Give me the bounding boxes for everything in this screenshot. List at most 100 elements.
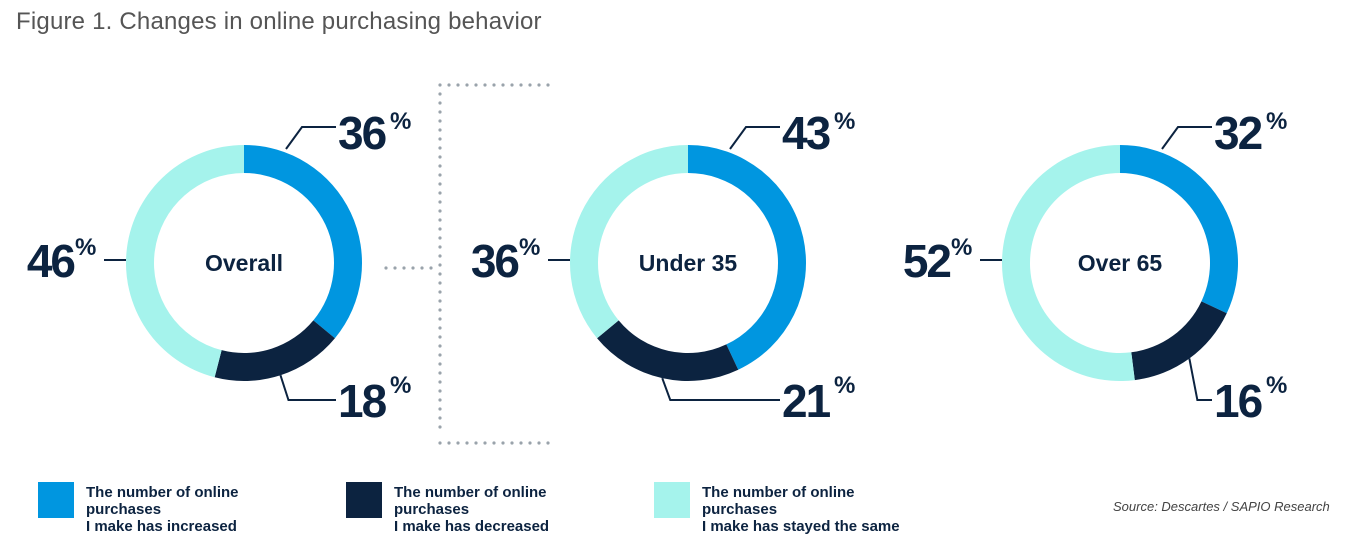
- connector-dot: [501, 441, 505, 445]
- connector-dot: [483, 441, 487, 445]
- connector-dot: [429, 266, 433, 270]
- connector-dot: [438, 353, 442, 357]
- connector-dot: [393, 266, 397, 270]
- legend-label-increased: The number of online purchases I make ha…: [86, 484, 316, 535]
- connector-dot: [384, 266, 388, 270]
- connector-dot: [483, 83, 487, 87]
- connector-dot: [438, 290, 442, 294]
- connector-dot: [447, 441, 451, 445]
- leader-line-increased: [729, 126, 780, 150]
- connector-dot: [438, 146, 442, 150]
- value-label-number: 36: [338, 107, 386, 159]
- connector-dot: [465, 83, 469, 87]
- value-label-unit: %: [390, 372, 411, 399]
- connector-dot: [438, 83, 442, 87]
- connector-dot: [474, 83, 478, 87]
- value-label-number: 21: [782, 375, 831, 427]
- figure-title: Figure 1. Changes in online purchasing b…: [16, 8, 542, 35]
- donut-slice-decreased: [597, 320, 739, 381]
- connector-dot: [528, 441, 532, 445]
- connector-dot: [438, 173, 442, 177]
- connector-dot: [438, 110, 442, 114]
- legend-label-decreased: The number of online purchases I make ha…: [394, 484, 624, 535]
- value-label-unit: %: [834, 108, 855, 135]
- connector-dot: [519, 441, 523, 445]
- legend-line: I make has decreased: [394, 518, 550, 535]
- connector-dot: [438, 281, 442, 285]
- value-label-increased: 43%: [782, 107, 855, 159]
- value-label-unit: %: [519, 234, 540, 261]
- donut-slice-increased: [1120, 145, 1238, 314]
- value-label-increased: 32%: [1214, 107, 1287, 159]
- connector-dot: [438, 398, 442, 402]
- value-label-increased: 36%: [338, 107, 411, 159]
- connector-dot: [546, 83, 550, 87]
- value-label-number: 43: [782, 107, 830, 159]
- connector-dot: [438, 128, 442, 132]
- connector-dot: [438, 407, 442, 411]
- donut-slice-same: [125, 145, 244, 378]
- value-label-decreased: 16%: [1214, 372, 1287, 427]
- donut-slice-increased: [244, 145, 362, 339]
- donut-slice-same: [570, 145, 688, 339]
- connector-dot: [402, 266, 406, 270]
- connector-dot: [438, 164, 442, 168]
- value-label-unit: %: [1266, 108, 1287, 135]
- leader-line-increased: [285, 126, 336, 150]
- connector-dot: [438, 380, 442, 384]
- connector-dot: [537, 83, 541, 87]
- leader-line-increased: [1161, 126, 1212, 150]
- legend-swatch-increased: [38, 482, 74, 518]
- connector-dot: [438, 335, 442, 339]
- connector-dot: [510, 441, 514, 445]
- legend-line: I make has stayed the same: [702, 518, 900, 535]
- value-label-number: 46: [27, 235, 75, 287]
- connector-dot: [438, 119, 442, 123]
- value-label-number: 32: [1214, 107, 1262, 159]
- leader-line-decreased: [661, 377, 780, 401]
- donut-slice-same: [1002, 144, 1135, 381]
- connector-dot: [501, 83, 505, 87]
- value-label-unit: %: [75, 234, 96, 261]
- value-label-decreased: 21%: [782, 372, 855, 427]
- legend: The number of online purchases I make ha…: [0, 482, 1353, 535]
- connector-dot: [438, 272, 442, 276]
- connector-dot: [438, 254, 442, 258]
- connector-dot: [420, 266, 424, 270]
- connector-dot: [438, 308, 442, 312]
- legend-line: The number of online purchases: [394, 484, 547, 518]
- connector-dot: [438, 155, 442, 159]
- connector-dot: [492, 83, 496, 87]
- connector-dot: [447, 83, 451, 87]
- connector-dot: [438, 299, 442, 303]
- legend-swatch-decreased: [346, 482, 382, 518]
- leader-line-decreased: [279, 374, 336, 401]
- connector-dot: [492, 441, 496, 445]
- connector-dot: [438, 218, 442, 222]
- legend-swatch-same: [654, 482, 690, 518]
- connector-dot: [456, 441, 460, 445]
- connector-dot: [465, 441, 469, 445]
- connector-dot: [528, 83, 532, 87]
- value-label-unit: %: [1266, 372, 1287, 399]
- connector-dot: [537, 441, 541, 445]
- connector-dot: [438, 227, 442, 231]
- legend-item-decreased: The number of online purchases I make ha…: [346, 482, 624, 535]
- connector-dot: [438, 425, 442, 429]
- connector-dot: [438, 182, 442, 186]
- connector-dot: [438, 371, 442, 375]
- donut-slice-decreased: [214, 320, 335, 381]
- legend-label-same: The number of online purchases I make ha…: [702, 484, 932, 535]
- donut-center-label: Over 65: [1078, 250, 1163, 276]
- source-note: Source: Descartes / SAPIO Research: [1113, 499, 1330, 514]
- connector-dot: [438, 344, 442, 348]
- connector-dot: [546, 441, 550, 445]
- connector-dot: [438, 326, 442, 330]
- legend-item-same: The number of online purchases I make ha…: [654, 482, 932, 535]
- connector-dot: [438, 137, 442, 141]
- value-label-same: 46%: [27, 234, 97, 287]
